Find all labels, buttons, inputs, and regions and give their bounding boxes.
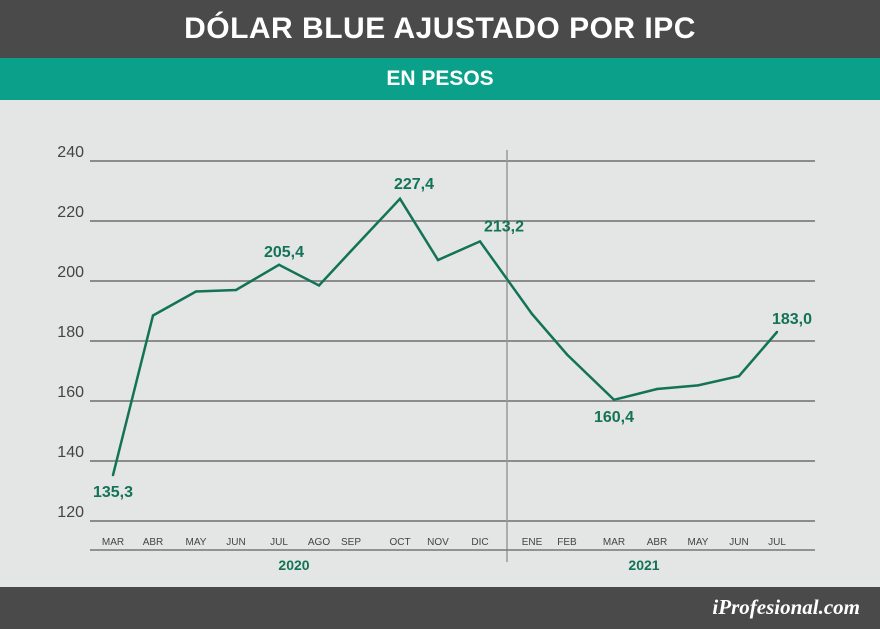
data-point [398,197,402,200]
x-tick-label: MAY [688,537,709,548]
y-tick-label: 140 [57,444,84,461]
footer-bar: iProfesional.com [0,587,880,629]
data-point [565,353,569,356]
x-tick-label: ENE [522,537,543,548]
subtitle-bar: EN PESOS [0,58,880,100]
data-label: 213,2 [484,218,524,235]
data-point [775,330,779,334]
y-tick-label: 120 [57,504,84,521]
x-tick-label: OCT [389,537,410,548]
x-tick-label: AGO [308,537,330,548]
line-chart: 120 140 160 180 200 220 240 MAR ABR MAY JUN JUL AGO S… [57,144,815,573]
x-tick-label: MAR [603,537,625,548]
data-point [737,374,741,378]
data-point [478,240,482,243]
data-point [317,284,321,287]
x-tick-label: MAY [186,537,207,548]
data-label: 227,4 [394,176,434,193]
data-label: 160,4 [594,409,634,426]
x-tick-label: JUL [270,537,288,548]
data-point [612,398,616,401]
x-tick-label: ABR [647,537,668,548]
data-point [151,314,155,317]
x-tick-label: DIC [471,537,488,548]
data-point [655,387,659,391]
data-label: 205,4 [264,244,304,261]
y-tick-label: 220 [57,204,84,221]
chart-title: DÓLAR BLUE AJUSTADO POR IPC [184,12,696,45]
data-point [234,288,238,292]
y-tick-label: 160 [57,384,84,401]
x-tick-label: JUN [226,537,245,548]
x-tick-label: SEP [341,537,361,548]
data-point [696,384,700,387]
x-tick-label: JUL [768,537,786,548]
year-label: 2020 [278,557,309,573]
y-tick-label: 240 [57,144,84,161]
data-point [530,312,534,316]
data-label: 183,0 [772,311,812,328]
y-tick-label: 180 [57,324,84,341]
year-label: 2021 [628,557,659,573]
y-tick-label: 200 [57,264,84,281]
series-line [111,196,778,476]
title-bar: DÓLAR BLUE AJUSTADO POR IPC [0,0,880,58]
data-point [436,258,440,262]
x-tick-label: FEB [557,537,577,548]
x-tick-label: ABR [143,537,164,548]
chart-subtitle: EN PESOS [386,67,494,90]
data-point [111,473,115,477]
x-tick-label: MAR [102,537,124,548]
data-point [194,290,198,293]
data-point [349,249,353,253]
data-label: 135,3 [93,484,133,501]
brand-logo: iProfesional.com [712,595,860,619]
x-tick-label: NOV [427,537,449,548]
x-tick-label: JUN [729,537,748,548]
data-point [277,263,281,266]
